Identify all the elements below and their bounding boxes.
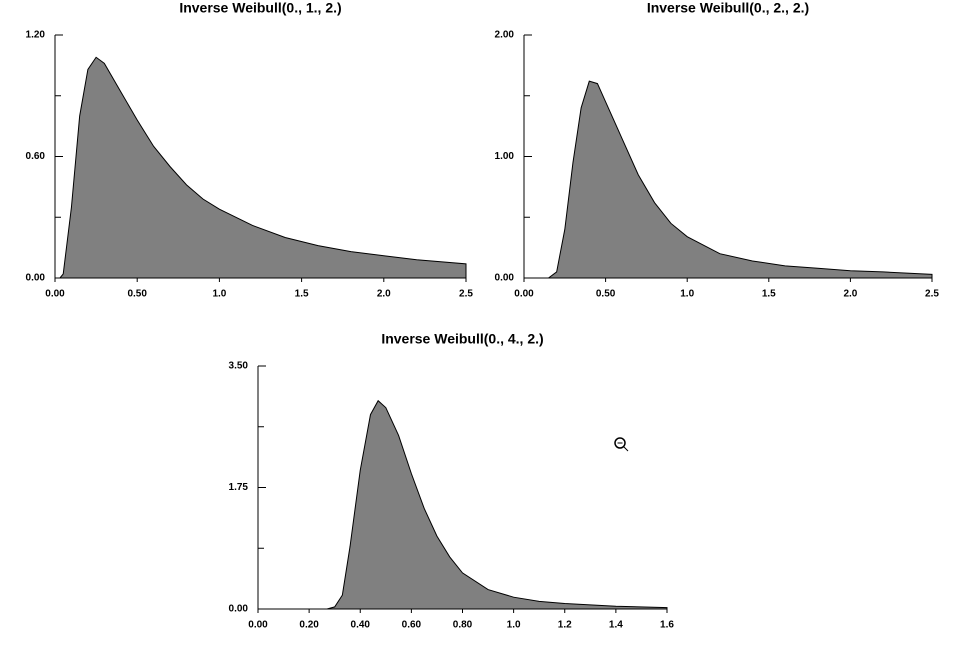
- chart-title: Inverse Weibull(0., 2., 2.): [647, 0, 809, 16]
- x-tick-label: 1.5: [762, 289, 776, 300]
- x-tick-label: 0.00: [45, 289, 65, 300]
- x-tick-label: 2.0: [377, 289, 391, 300]
- y-tick-label: 0.00: [229, 604, 249, 615]
- x-tick-label: 2.5: [925, 289, 939, 300]
- x-tick-label: 0.00: [514, 289, 534, 300]
- x-tick-label: 1.5: [295, 289, 309, 300]
- y-tick-label: 0.60: [26, 151, 46, 162]
- y-tick-label: 3.50: [229, 361, 249, 372]
- x-tick-label: 2.0: [843, 289, 857, 300]
- area: [326, 399, 668, 610]
- area: [546, 80, 933, 279]
- x-tick-label: 0.20: [299, 620, 319, 631]
- x-tick-label: 1.2: [558, 620, 572, 631]
- y-tick-label: 1.75: [229, 482, 249, 493]
- y-tick-label: 0.00: [26, 273, 46, 284]
- y-tick-label: 1.20: [26, 30, 46, 41]
- x-tick-label: 1.0: [680, 289, 694, 300]
- x-tick-label: 0.60: [402, 620, 422, 631]
- x-tick-label: 0.80: [453, 620, 473, 631]
- x-tick-label: 2.5: [459, 289, 473, 300]
- x-tick-label: 0.40: [351, 620, 371, 631]
- zoom-cursor: [614, 437, 629, 452]
- x-tick-label: 1.4: [609, 620, 623, 631]
- x-tick-label: 1.0: [507, 620, 521, 631]
- x-tick-label: 1.0: [212, 289, 226, 300]
- x-tick-label: 0.50: [127, 289, 147, 300]
- chart-title: Inverse Weibull(0., 1., 2.): [179, 0, 341, 16]
- x-tick-label: 1.6: [660, 620, 674, 631]
- chart-title: Inverse Weibull(0., 4., 2.): [381, 331, 543, 347]
- x-tick-label: 0.00: [248, 620, 268, 631]
- y-tick-label: 0.00: [495, 273, 515, 284]
- area: [58, 56, 467, 279]
- x-tick-label: 0.50: [596, 289, 616, 300]
- y-tick-label: 1.00: [495, 151, 515, 162]
- y-tick-label: 2.00: [495, 30, 515, 41]
